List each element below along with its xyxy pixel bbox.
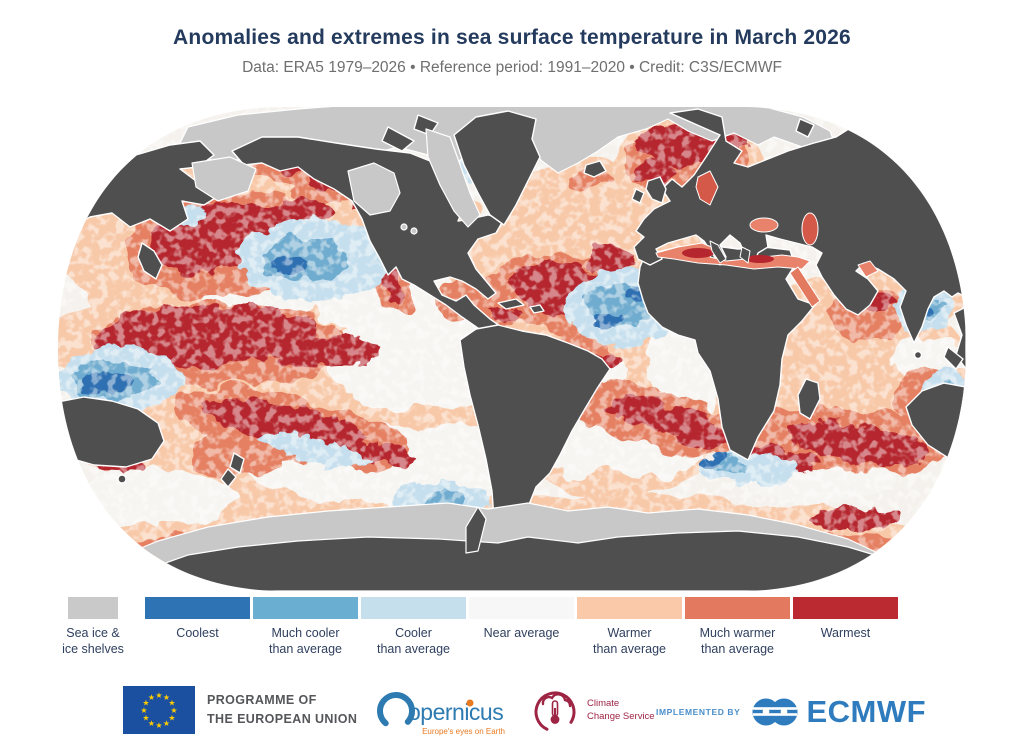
eu-flag-icon: ★ ★★★★★★★★★★★ <box>123 686 195 734</box>
legend-item: Cooler than average <box>361 597 466 656</box>
land-africa <box>637 244 816 461</box>
page-subtitle: Data: ERA5 1979–2026 • Reference period:… <box>242 59 782 76</box>
svg-text:★: ★ <box>148 693 155 702</box>
legend-swatch <box>68 597 118 619</box>
marginal-seas <box>655 170 879 308</box>
legend-swatch <box>253 597 358 619</box>
legend-item: Near average <box>469 597 574 640</box>
black-sea <box>749 217 779 233</box>
land-greenland <box>453 110 541 226</box>
ccs-label: Climate Change Service <box>587 698 655 722</box>
land-madagascar <box>797 378 821 420</box>
ecmwf-icon <box>752 698 798 726</box>
ccs-cloud-thermometer-icon <box>534 691 576 733</box>
hudson-bay-ice <box>347 162 401 216</box>
land-south-america <box>459 324 611 558</box>
legend-label: Much warmer than average <box>699 626 776 657</box>
land-masses <box>58 107 966 558</box>
land-japan <box>137 242 163 280</box>
svg-text:opernicus: opernicus <box>408 699 503 725</box>
land-ireland <box>631 188 645 204</box>
climate-change-service-logo: Climate Change Service <box>531 684 655 738</box>
svg-text:★: ★ <box>168 699 175 708</box>
legend-swatch <box>685 597 790 619</box>
ecmwf-logo: IMPLEMENTED BY ECMWF <box>656 688 926 736</box>
legend-swatch <box>145 597 250 619</box>
legend-swatch <box>577 597 682 619</box>
eu-programme-label: PROGRAMME OF THE EUROPEAN UNION <box>207 693 358 726</box>
antarctic-peninsula <box>465 506 487 554</box>
svg-text:★: ★ <box>155 691 162 700</box>
baltic-sea <box>695 170 719 206</box>
legend-label: Warmest <box>820 626 871 640</box>
sst-anomaly-world-map <box>58 107 966 591</box>
legend-label: Warmer than average <box>593 626 666 657</box>
land-antarctica <box>149 506 905 591</box>
copernicus-logo: opernicus Europe's eyes on Earth <box>374 684 508 738</box>
svg-text:Europe's eyes on Earth: Europe's eyes on Earth <box>422 727 505 736</box>
red-sea <box>789 266 821 308</box>
legend-item: Much warmer than average <box>685 597 790 656</box>
implemented-by-label: IMPLEMENTED BY <box>656 707 741 717</box>
land-tasmania <box>117 474 127 484</box>
svg-text:★: ★ <box>155 721 162 730</box>
page-title: Anomalies and extremes in sea surface te… <box>173 26 851 49</box>
legend-label: Cooler than average <box>377 626 450 657</box>
persian-gulf <box>857 260 879 278</box>
greece-peninsula <box>739 246 751 264</box>
legend-label: Sea ice & ice shelves <box>62 626 124 657</box>
legend-label: Much cooler than average <box>269 626 342 657</box>
svg-text:★: ★ <box>168 714 175 723</box>
legend-label: Coolest <box>176 626 219 640</box>
legend-label: Near average <box>483 626 560 640</box>
legend-item: Coolest <box>145 597 250 640</box>
baffin-bay-ice <box>425 128 481 228</box>
svg-text:★: ★ <box>170 706 177 715</box>
legend-swatch <box>469 597 574 619</box>
land-australia-east <box>905 382 966 464</box>
ecmwf-wordmark: ECMWF <box>806 694 927 729</box>
legend-item: Much cooler than average <box>253 597 358 656</box>
caspian-sea <box>801 212 819 246</box>
legend-swatch <box>361 597 466 619</box>
land-new-zealand <box>229 452 245 474</box>
svg-text:★: ★ <box>163 693 170 702</box>
legend-item: Warmer than average <box>577 597 682 656</box>
regional-sea-ice <box>191 128 481 235</box>
svg-text:★: ★ <box>142 699 149 708</box>
legend-item: Sea ice & ice shelves <box>62 597 124 656</box>
legend-item: Warmest <box>793 597 898 640</box>
svg-text:★: ★ <box>148 719 155 728</box>
copernicus-icon: opernicus Europe's eyes on Earth <box>377 692 505 736</box>
legend-swatch <box>793 597 898 619</box>
eu-programme-logo: ★ ★ ★ ★ ★ ★ ★ ★ ★ ★ ★ ★ PROGRAMME OF THE EUROPEAN U… <box>123 686 357 734</box>
land-iceland <box>583 160 607 178</box>
svg-text:★: ★ <box>163 719 170 728</box>
svg-text:★: ★ <box>140 706 147 715</box>
land-uk <box>645 176 667 204</box>
okhotsk-ice <box>191 156 257 202</box>
italy-peninsula <box>709 240 727 264</box>
svg-text:★: ★ <box>142 714 149 723</box>
legend: Sea ice & ice shelves Coolest Much cooler … <box>62 597 902 656</box>
